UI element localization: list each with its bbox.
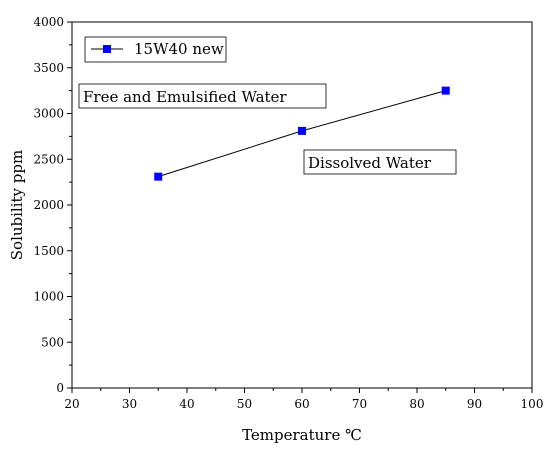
- y-tick-label: 0: [56, 381, 64, 395]
- legend: 15W40 new: [84, 36, 227, 63]
- x-tick-label: 70: [352, 397, 367, 411]
- y-axis: 0 500 1000 1500 2000 2500 3000 3500 4000: [33, 15, 72, 395]
- annotation-dissolved-water: Dissolved Water: [303, 149, 457, 175]
- x-tick-label: 60: [294, 397, 309, 411]
- x-axis-title: Temperature ℃: [242, 426, 362, 444]
- x-tick-label: 30: [122, 397, 137, 411]
- data-point: [441, 86, 450, 95]
- x-tick-label: 90: [467, 397, 482, 411]
- annotation-dissolved-water-text: Dissolved Water: [308, 154, 432, 172]
- y-tick-label: 1000: [33, 290, 64, 304]
- y-tick-label: 1500: [33, 244, 64, 258]
- plot-frame: [71, 21, 533, 389]
- y-tick-label: 3500: [33, 61, 64, 75]
- x-tick-label: 80: [409, 397, 424, 411]
- y-tick-label: 2000: [33, 198, 64, 212]
- data-point: [298, 126, 306, 135]
- y-tick-label: 2500: [33, 152, 64, 166]
- y-tick-label: 4000: [33, 15, 64, 29]
- x-tick-label: 50: [237, 397, 252, 411]
- y-tick-label: 3000: [33, 107, 64, 121]
- annotation-free-water: Free and Emulsified Water: [78, 83, 327, 109]
- annotation-dissolved-water-box: [303, 149, 457, 175]
- y-axis-title: Solubility ppm: [8, 150, 26, 260]
- x-axis: 20 30 40 50 60 70 80 90 100: [64, 388, 543, 411]
- x-tick-label: 20: [64, 397, 79, 411]
- y-tick-label: 500: [41, 335, 64, 349]
- annotation-free-water-box: [78, 83, 327, 109]
- x-tick-label: 40: [179, 397, 194, 411]
- x-tick-label: 100: [521, 397, 544, 411]
- legend-marker: [103, 45, 111, 53]
- annotation-free-water-text: Free and Emulsified Water: [83, 88, 287, 106]
- series-layer: [154, 86, 450, 181]
- data-point: [154, 172, 163, 181]
- legend-label: 15W40 new: [134, 40, 224, 58]
